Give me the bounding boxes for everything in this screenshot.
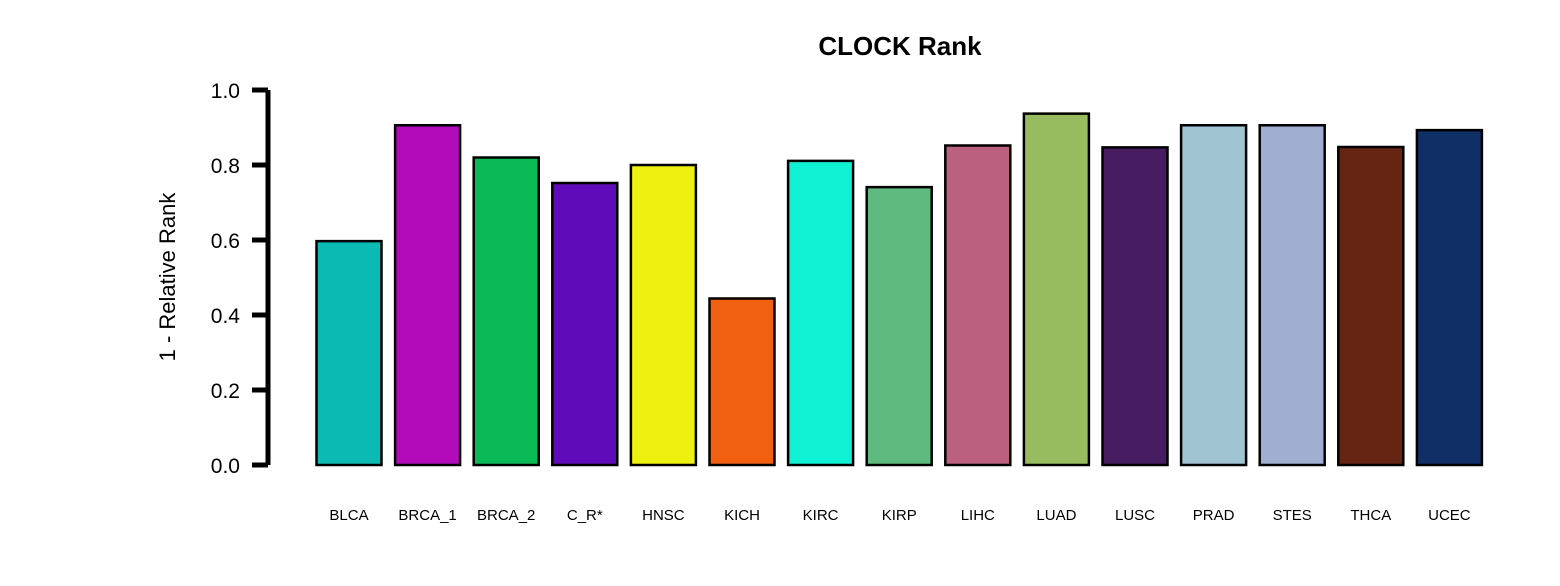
y-tick-label: 0.6 [211, 230, 240, 253]
y-tick-label: 0.2 [211, 380, 240, 403]
bar-brca-2 [472, 156, 540, 467]
x-tick-label: KIRP [882, 507, 917, 524]
x-tick-label: LUSC [1115, 507, 1155, 524]
bar-ucec [1415, 128, 1484, 467]
bar-hnsc [629, 163, 698, 467]
x-tick-label: LIHC [961, 507, 995, 524]
bar-kirc [786, 159, 855, 467]
bar-c-r- [551, 181, 619, 467]
bar-brca-1 [393, 124, 462, 467]
y-axis-label: 1 - Relative Rank [155, 192, 180, 362]
x-tick-label: KIRC [803, 507, 839, 524]
bar-lihc [944, 144, 1012, 467]
x-tick-label: BLCA [329, 507, 368, 524]
x-tick-labels: BLCA BRCA_1 BRCA_2 C_R* HNSC KICH KIRC KIRP LIHC… [329, 507, 1470, 524]
x-tick-label: PRAD [1193, 507, 1235, 524]
chart-title: CLOCK Rank [818, 31, 982, 61]
bar-kich [708, 297, 776, 467]
bar-stes [1258, 124, 1326, 467]
x-tick-label: STES [1273, 507, 1312, 524]
y-tick-label: 1.0 [211, 80, 240, 103]
x-tick-label: THCA [1350, 507, 1391, 524]
bars-group [315, 112, 1484, 467]
x-tick-label: KICH [724, 507, 760, 524]
x-tick-label: UCEC [1428, 507, 1471, 524]
y-tick-label: 0.0 [211, 455, 240, 478]
y-tick-label: 0.4 [211, 305, 241, 328]
y-axis: 0.0 0.2 0.4 0.6 0.8 1.0 [211, 80, 271, 478]
bar-luad [1022, 112, 1091, 467]
x-tick-label: BRCA_1 [398, 507, 456, 524]
x-tick-label: C_R* [567, 507, 603, 524]
bar-kirp [865, 185, 933, 467]
x-tick-label: LUAD [1036, 507, 1076, 524]
bar-thca [1337, 145, 1405, 467]
bar-lusc [1101, 146, 1169, 467]
x-tick-label: BRCA_2 [477, 507, 535, 524]
y-tick-label: 0.8 [211, 155, 240, 178]
bar-prad [1179, 124, 1248, 467]
x-tick-label: HNSC [642, 507, 685, 524]
bar-blca [315, 239, 383, 467]
